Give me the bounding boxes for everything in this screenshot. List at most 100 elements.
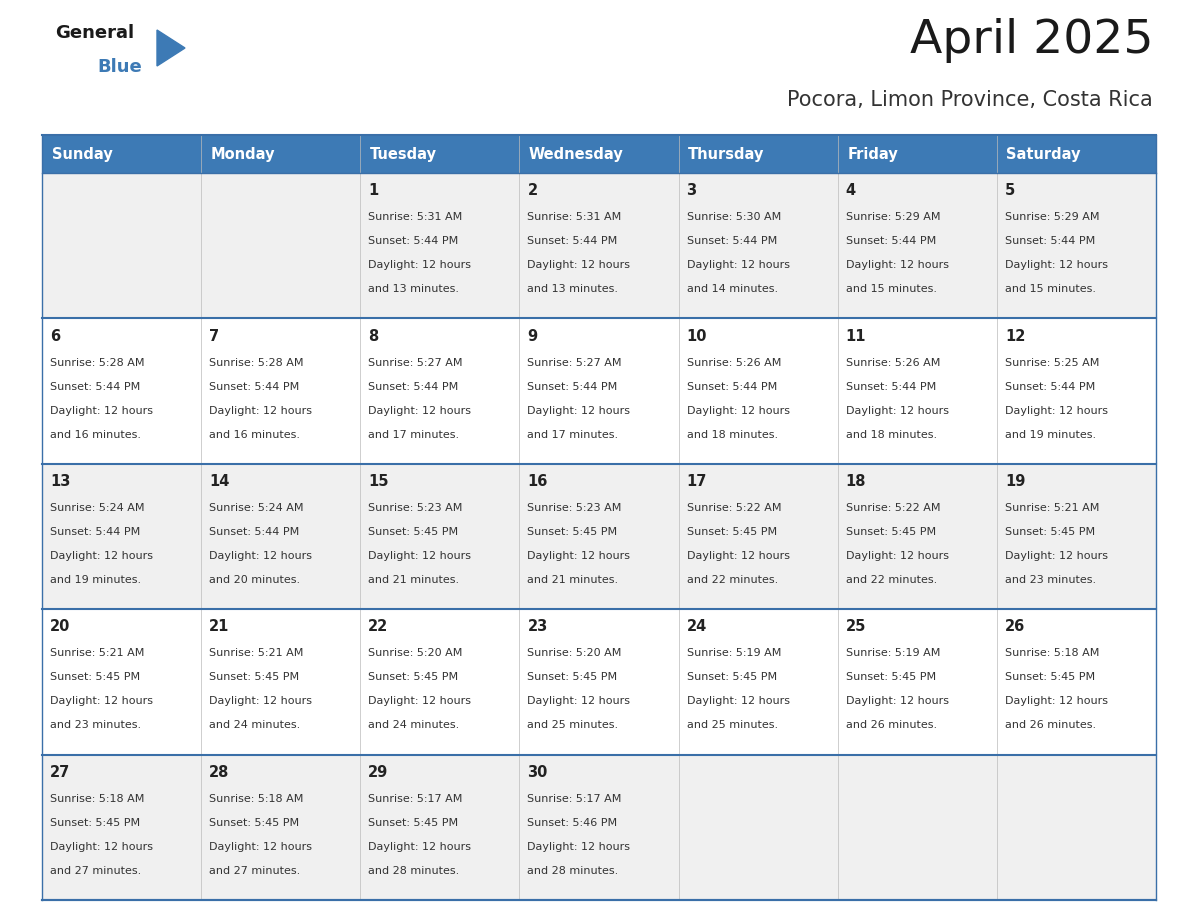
Text: Daylight: 12 hours: Daylight: 12 hours bbox=[1005, 260, 1108, 270]
Text: Daylight: 12 hours: Daylight: 12 hours bbox=[1005, 551, 1108, 561]
Text: Sunday: Sunday bbox=[51, 147, 113, 162]
Bar bbox=[42, 135, 201, 173]
Bar bbox=[678, 319, 838, 464]
Text: Sunrise: 5:17 AM: Sunrise: 5:17 AM bbox=[527, 794, 621, 804]
Text: Monday: Monday bbox=[210, 147, 276, 162]
Text: and 18 minutes.: and 18 minutes. bbox=[846, 430, 937, 440]
Bar bbox=[201, 319, 360, 464]
Text: Sunrise: 5:18 AM: Sunrise: 5:18 AM bbox=[209, 794, 303, 804]
Text: and 28 minutes.: and 28 minutes. bbox=[368, 866, 460, 876]
Text: Blue: Blue bbox=[97, 58, 141, 76]
Text: Sunrise: 5:19 AM: Sunrise: 5:19 AM bbox=[846, 648, 940, 658]
Text: Sunset: 5:45 PM: Sunset: 5:45 PM bbox=[50, 818, 140, 828]
Text: and 15 minutes.: and 15 minutes. bbox=[846, 285, 936, 295]
Text: 15: 15 bbox=[368, 474, 388, 489]
Text: 25: 25 bbox=[846, 620, 866, 634]
Text: 3: 3 bbox=[687, 184, 696, 198]
Bar bbox=[42, 610, 201, 755]
Text: 10: 10 bbox=[687, 329, 707, 343]
Text: Sunrise: 5:21 AM: Sunrise: 5:21 AM bbox=[50, 648, 144, 658]
Text: Sunset: 5:44 PM: Sunset: 5:44 PM bbox=[50, 527, 140, 537]
Bar bbox=[519, 755, 678, 900]
Text: Daylight: 12 hours: Daylight: 12 hours bbox=[50, 406, 153, 416]
Bar bbox=[201, 610, 360, 755]
Text: Daylight: 12 hours: Daylight: 12 hours bbox=[527, 697, 631, 707]
Bar bbox=[997, 755, 1156, 900]
Bar bbox=[360, 135, 519, 173]
Bar bbox=[201, 173, 360, 319]
Text: Daylight: 12 hours: Daylight: 12 hours bbox=[209, 406, 312, 416]
Text: Sunrise: 5:26 AM: Sunrise: 5:26 AM bbox=[687, 358, 781, 367]
Text: and 15 minutes.: and 15 minutes. bbox=[1005, 285, 1095, 295]
Text: and 14 minutes.: and 14 minutes. bbox=[687, 285, 778, 295]
Text: 14: 14 bbox=[209, 474, 229, 489]
Bar bbox=[360, 319, 519, 464]
Text: Sunset: 5:45 PM: Sunset: 5:45 PM bbox=[687, 527, 777, 537]
Text: 28: 28 bbox=[209, 765, 229, 779]
Text: and 13 minutes.: and 13 minutes. bbox=[368, 285, 460, 295]
Bar bbox=[519, 173, 678, 319]
Text: 19: 19 bbox=[1005, 474, 1025, 489]
Text: and 22 minutes.: and 22 minutes. bbox=[846, 575, 937, 585]
Text: Daylight: 12 hours: Daylight: 12 hours bbox=[687, 260, 790, 270]
Text: Sunrise: 5:31 AM: Sunrise: 5:31 AM bbox=[368, 212, 462, 222]
Bar bbox=[360, 464, 519, 610]
Text: Daylight: 12 hours: Daylight: 12 hours bbox=[209, 697, 312, 707]
Text: and 13 minutes.: and 13 minutes. bbox=[527, 285, 619, 295]
Bar bbox=[42, 173, 201, 319]
Text: and 22 minutes.: and 22 minutes. bbox=[687, 575, 778, 585]
Text: Sunset: 5:44 PM: Sunset: 5:44 PM bbox=[209, 527, 299, 537]
Bar bbox=[201, 135, 360, 173]
Text: Sunset: 5:45 PM: Sunset: 5:45 PM bbox=[527, 673, 618, 682]
Text: 12: 12 bbox=[1005, 329, 1025, 343]
Text: 7: 7 bbox=[209, 329, 220, 343]
Text: Sunrise: 5:31 AM: Sunrise: 5:31 AM bbox=[527, 212, 621, 222]
Text: and 24 minutes.: and 24 minutes. bbox=[368, 721, 460, 731]
Text: Sunset: 5:44 PM: Sunset: 5:44 PM bbox=[687, 382, 777, 392]
Text: and 19 minutes.: and 19 minutes. bbox=[50, 575, 141, 585]
Text: and 19 minutes.: and 19 minutes. bbox=[1005, 430, 1097, 440]
Bar bbox=[838, 135, 997, 173]
Text: Sunset: 5:44 PM: Sunset: 5:44 PM bbox=[1005, 236, 1095, 246]
Text: Sunset: 5:44 PM: Sunset: 5:44 PM bbox=[368, 236, 459, 246]
Text: Daylight: 12 hours: Daylight: 12 hours bbox=[368, 260, 472, 270]
Text: 29: 29 bbox=[368, 765, 388, 779]
Text: Daylight: 12 hours: Daylight: 12 hours bbox=[368, 406, 472, 416]
Text: Sunset: 5:44 PM: Sunset: 5:44 PM bbox=[368, 382, 459, 392]
Text: Daylight: 12 hours: Daylight: 12 hours bbox=[50, 697, 153, 707]
Text: Sunset: 5:46 PM: Sunset: 5:46 PM bbox=[527, 818, 618, 828]
Text: Daylight: 12 hours: Daylight: 12 hours bbox=[527, 551, 631, 561]
Bar bbox=[42, 755, 201, 900]
Text: Daylight: 12 hours: Daylight: 12 hours bbox=[1005, 406, 1108, 416]
Text: Sunset: 5:44 PM: Sunset: 5:44 PM bbox=[1005, 382, 1095, 392]
Text: Sunrise: 5:28 AM: Sunrise: 5:28 AM bbox=[209, 358, 304, 367]
Text: 17: 17 bbox=[687, 474, 707, 489]
Text: Daylight: 12 hours: Daylight: 12 hours bbox=[209, 551, 312, 561]
Bar bbox=[997, 173, 1156, 319]
Text: and 16 minutes.: and 16 minutes. bbox=[209, 430, 301, 440]
Text: and 26 minutes.: and 26 minutes. bbox=[846, 721, 937, 731]
Text: Daylight: 12 hours: Daylight: 12 hours bbox=[368, 551, 472, 561]
Text: and 24 minutes.: and 24 minutes. bbox=[209, 721, 301, 731]
Text: 11: 11 bbox=[846, 329, 866, 343]
Text: Daylight: 12 hours: Daylight: 12 hours bbox=[1005, 697, 1108, 707]
Text: Sunrise: 5:20 AM: Sunrise: 5:20 AM bbox=[368, 648, 462, 658]
Bar bbox=[838, 173, 997, 319]
Text: Sunrise: 5:22 AM: Sunrise: 5:22 AM bbox=[846, 503, 940, 513]
Text: Wednesday: Wednesday bbox=[529, 147, 624, 162]
Text: Daylight: 12 hours: Daylight: 12 hours bbox=[687, 697, 790, 707]
Text: Sunset: 5:45 PM: Sunset: 5:45 PM bbox=[368, 527, 459, 537]
Text: Sunset: 5:45 PM: Sunset: 5:45 PM bbox=[1005, 527, 1095, 537]
Text: April 2025: April 2025 bbox=[910, 18, 1154, 63]
Text: 6: 6 bbox=[50, 329, 61, 343]
Text: Sunset: 5:45 PM: Sunset: 5:45 PM bbox=[368, 818, 459, 828]
Text: Sunrise: 5:21 AM: Sunrise: 5:21 AM bbox=[209, 648, 303, 658]
Text: 2: 2 bbox=[527, 184, 537, 198]
Text: and 23 minutes.: and 23 minutes. bbox=[50, 721, 141, 731]
Bar bbox=[997, 610, 1156, 755]
Text: Sunrise: 5:22 AM: Sunrise: 5:22 AM bbox=[687, 503, 781, 513]
Text: Daylight: 12 hours: Daylight: 12 hours bbox=[687, 551, 790, 561]
Text: and 21 minutes.: and 21 minutes. bbox=[368, 575, 460, 585]
Text: 13: 13 bbox=[50, 474, 70, 489]
Text: Sunset: 5:44 PM: Sunset: 5:44 PM bbox=[527, 382, 618, 392]
